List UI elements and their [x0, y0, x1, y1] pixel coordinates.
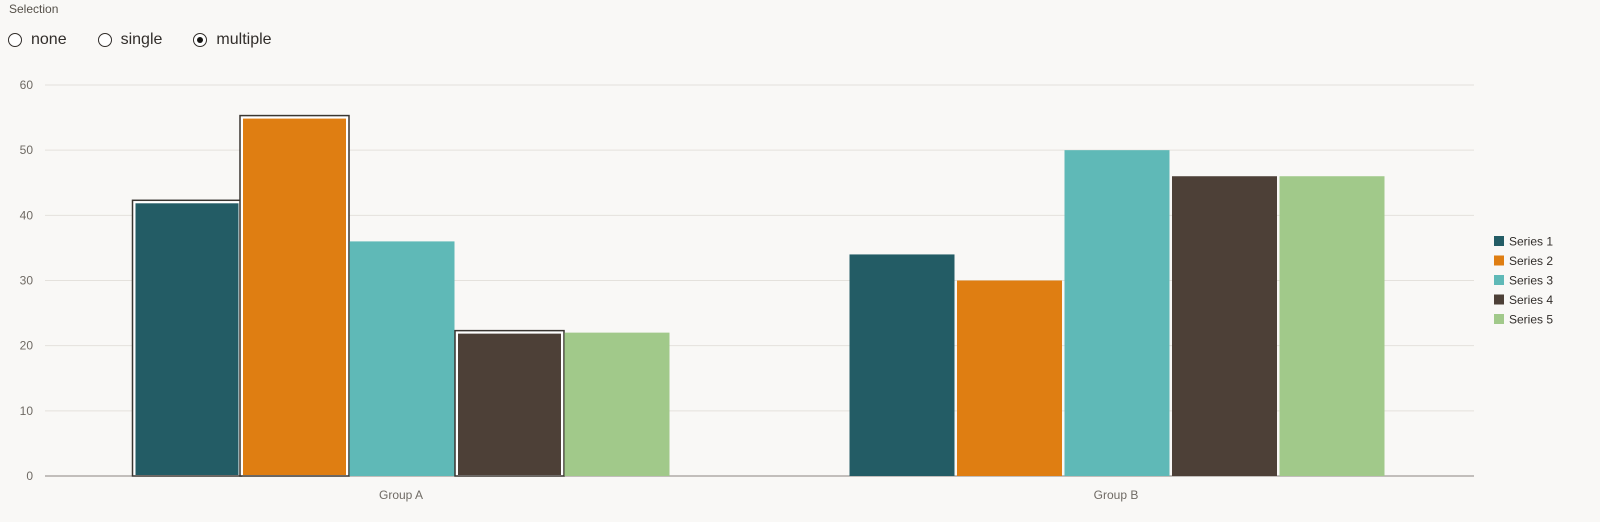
y-tick-label: 30	[20, 274, 34, 288]
radio-dot	[197, 37, 204, 43]
bar	[1279, 176, 1385, 476]
bar-group-item	[454, 329, 565, 477]
bar	[957, 280, 1062, 476]
bar	[849, 254, 955, 476]
y-tick-label: 50	[20, 143, 34, 157]
y-tick-label: 10	[20, 404, 34, 418]
radio-multiple-label: multiple	[216, 31, 272, 48]
radio-option-single[interactable]: single	[97, 31, 163, 49]
radio-single-circle[interactable]	[97, 33, 112, 47]
legend-item[interactable]: Series 5	[1494, 313, 1553, 327]
bar-group-item	[349, 241, 455, 476]
y-tick-label: 40	[20, 208, 34, 222]
legend-label: Series 4	[1509, 293, 1553, 307]
bar	[135, 203, 239, 476]
legend-swatch	[1494, 255, 1504, 266]
bar	[458, 333, 561, 475]
legend-label: Series 2	[1509, 254, 1553, 268]
radio-none-label: none	[31, 31, 67, 48]
selection-radio-group: none single multiple	[8, 30, 303, 50]
bar-group-item	[564, 332, 670, 476]
legend-item[interactable]: Series 3	[1494, 274, 1553, 288]
bar	[1064, 150, 1170, 476]
legend-label: Series 3	[1509, 274, 1553, 288]
x-category-label: Group A	[379, 488, 423, 502]
radio-none-circle[interactable]	[8, 33, 22, 47]
radio-option-none[interactable]: none	[8, 31, 67, 49]
legend-label: Series 5	[1509, 313, 1553, 327]
legend-swatch	[1494, 294, 1504, 305]
bar-group-item	[1172, 176, 1277, 476]
bar-chart-container: 0 10 20 30 40 50 60 Group A Group B Series 1 Serie…	[0, 60, 1600, 522]
radio-multiple-circle[interactable]	[193, 33, 208, 47]
bar	[349, 241, 455, 476]
radio-single-label: single	[120, 31, 163, 48]
y-tick-label: 20	[20, 339, 34, 353]
bar-group-item	[131, 199, 243, 477]
legend-label: Series 1	[1509, 235, 1553, 249]
bar	[564, 332, 670, 476]
legend-swatch	[1494, 236, 1504, 246]
bar-group-item	[239, 114, 350, 477]
selection-label: Selection	[9, 2, 59, 16]
bar	[243, 118, 346, 476]
y-tick-label: 60	[20, 78, 34, 92]
radio-option-multiple[interactable]: multiple	[193, 31, 272, 49]
legend-item[interactable]: Series 4	[1494, 293, 1553, 307]
bar-group-item	[1279, 176, 1385, 476]
legend-item[interactable]: Series 1	[1494, 235, 1553, 249]
bar-chart: 0 10 20 30 40 50 60 Group A Group B Series 1 Serie…	[20, 78, 1554, 502]
legend-item[interactable]: Series 2	[1494, 254, 1553, 268]
y-tick-label: 0	[26, 469, 33, 483]
bar	[1172, 176, 1277, 476]
legend-swatch	[1494, 314, 1504, 324]
bar-group-item	[849, 254, 955, 476]
bar-group-item	[1064, 150, 1170, 476]
bar-group-item	[957, 280, 1062, 476]
legend-swatch	[1494, 275, 1504, 285]
x-category-label: Group B	[1094, 488, 1139, 502]
